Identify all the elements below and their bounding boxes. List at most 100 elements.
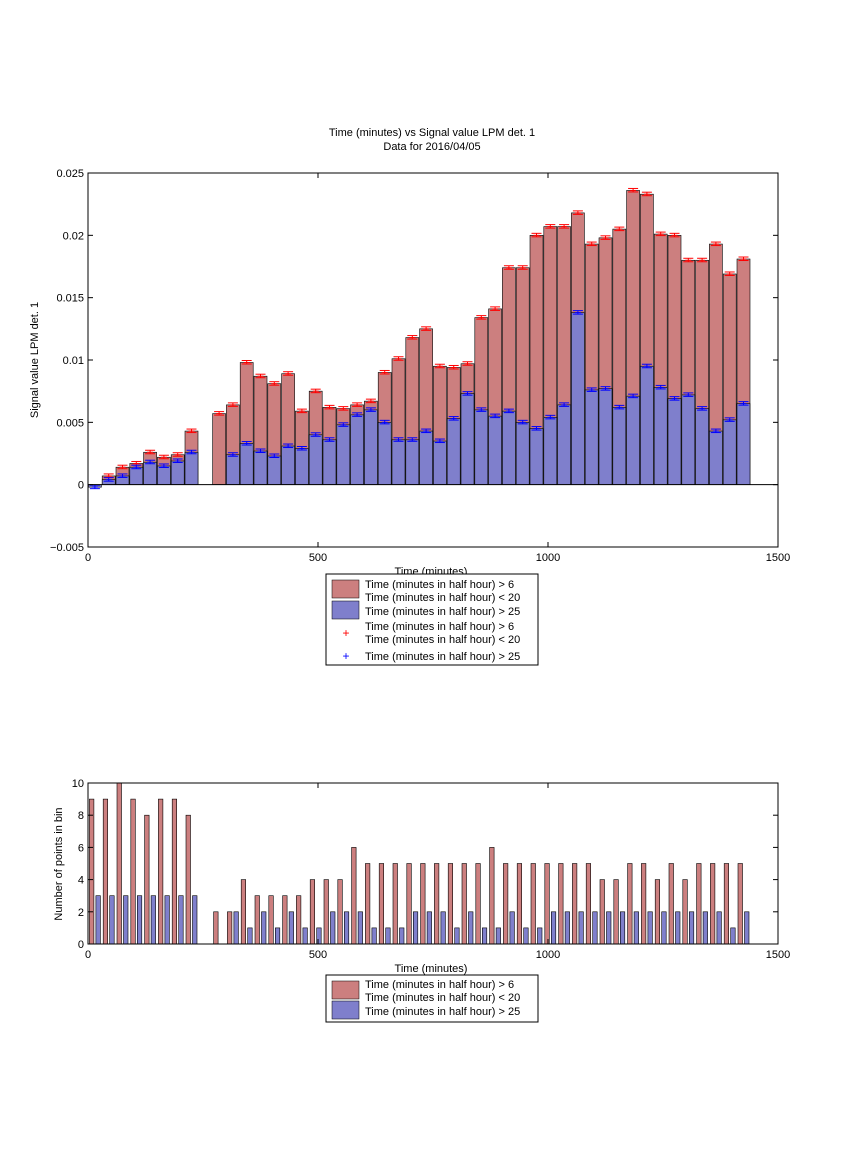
blue-signal-marker <box>490 413 501 419</box>
red-count-bar <box>613 879 619 945</box>
blue-signal-bar <box>184 451 199 485</box>
red-signal-marker <box>655 231 666 237</box>
blue-signal-marker <box>227 452 238 457</box>
blue-signal-bar <box>419 430 433 485</box>
red-signal-marker <box>531 232 542 238</box>
signal-legend: Time (minutes in half hour) > 6 Time (mi… <box>325 573 539 666</box>
blue-count-bar <box>412 911 419 945</box>
red-signal-marker <box>476 315 487 320</box>
blue-signal-marker <box>338 422 349 427</box>
blue-count-bar <box>688 911 695 945</box>
blue-signal-marker <box>545 414 556 420</box>
red-count-bar <box>185 814 191 945</box>
red-signal-marker <box>352 402 363 407</box>
red-signal-marker <box>628 187 639 193</box>
blue-count-bar <box>302 927 308 945</box>
blue-count-bar <box>261 911 267 945</box>
blue-signal-bar <box>322 439 337 485</box>
blue-signal-marker <box>669 396 680 401</box>
blue-signal-bar <box>226 454 240 485</box>
red-count-bar <box>682 879 688 945</box>
y-tick-label: 0 <box>78 480 84 492</box>
y-tick-label: 0.025 <box>56 168 84 180</box>
blue-signal-marker <box>600 386 611 391</box>
red-signal-marker <box>683 257 694 263</box>
red-signal-marker <box>448 364 459 370</box>
count-axes-box <box>87 782 779 945</box>
blue-signal-bar <box>157 465 171 485</box>
legend-entry-1: Time (minutes in half hour) > 6 <box>365 579 514 591</box>
blue-signal-bar <box>557 404 571 485</box>
blue-signal-bar <box>695 408 709 485</box>
red-count-bar <box>268 895 274 945</box>
signal-axes: 0 500 1000 1500−0.00500.0050.010.0150.020.0… <box>50 168 790 564</box>
y-tick-label: 0.02 <box>63 230 84 242</box>
blue-signal-marker <box>683 392 694 397</box>
blue-signal-bar <box>433 440 447 485</box>
red-count-bar <box>406 863 412 945</box>
blue-count-bar <box>357 911 363 945</box>
blue-signal-marker <box>586 387 597 392</box>
red-signal-marker <box>641 191 652 197</box>
blue-count-bar <box>468 911 474 945</box>
blue-signal-marker <box>145 459 156 465</box>
blue-signal-marker <box>724 417 735 422</box>
blue-count-bar <box>385 927 391 945</box>
red-signal-marker <box>738 256 749 262</box>
red-count-bar <box>378 863 385 945</box>
signal-legend-box <box>325 573 539 666</box>
red-count-bar <box>144 814 150 945</box>
blue-signal-bar <box>295 448 309 485</box>
red-count-bar <box>516 863 523 945</box>
blue-signal-marker <box>365 407 376 412</box>
red-signal-marker <box>503 265 514 270</box>
x-tick-label: 500 <box>309 949 327 961</box>
x-tick-label: 1500 <box>766 949 790 961</box>
red-signal-marker <box>255 373 266 379</box>
y-tick-label: 0.01 <box>63 355 84 367</box>
blue-count-bar <box>123 895 129 945</box>
signal-chart: Time (minutes) vs Signal value LPM det. … <box>29 127 790 666</box>
red-count-bar <box>130 798 136 945</box>
blue-count-bar <box>647 911 653 945</box>
red-count-bar <box>461 863 467 945</box>
blue-count-bar <box>509 911 515 945</box>
blue-signal-marker <box>158 463 169 468</box>
blue-count-bar <box>178 895 184 945</box>
red-signal-marker <box>324 404 335 410</box>
blue-count-bar <box>592 911 598 945</box>
blue-count-bar <box>316 927 322 945</box>
blue-count-bar <box>716 911 722 945</box>
y-tick-label: 2 <box>78 907 84 919</box>
blue-signal-marker <box>269 453 280 458</box>
red-count-bar <box>337 879 343 945</box>
red-count-bar <box>503 863 509 945</box>
count-legend-red-swatch <box>331 980 360 1000</box>
blue-signal-bar <box>143 461 157 485</box>
red-signal-marker <box>462 361 473 366</box>
blue-count-bar <box>661 911 667 945</box>
blue-count-bar <box>274 927 281 945</box>
blue-count-bar <box>454 927 460 945</box>
blue-signal-marker <box>393 437 404 442</box>
red-signal-marker <box>614 226 625 232</box>
signal-y-axis-label: Signal value LPM det. 1 <box>29 302 41 418</box>
red-count-bar <box>392 863 398 945</box>
blue-signal-marker <box>614 404 625 410</box>
blue-count-bar <box>495 927 501 945</box>
red-count-bar <box>654 879 661 945</box>
red-signal-marker <box>117 464 128 470</box>
blue-count-bar <box>233 911 239 945</box>
blue-signal-marker <box>710 428 721 434</box>
signal-plot-area <box>88 187 778 490</box>
blue-signal-marker <box>117 473 128 478</box>
count-legend-box <box>325 974 539 1023</box>
y-tick-label: 10 <box>72 778 84 790</box>
red-signal-marker <box>421 326 432 331</box>
blue-signal-bar <box>364 409 378 485</box>
red-signal-marker <box>724 271 735 276</box>
red-signal-marker <box>434 363 445 369</box>
red-count-bar <box>641 863 647 945</box>
red-count-bar <box>296 895 302 945</box>
